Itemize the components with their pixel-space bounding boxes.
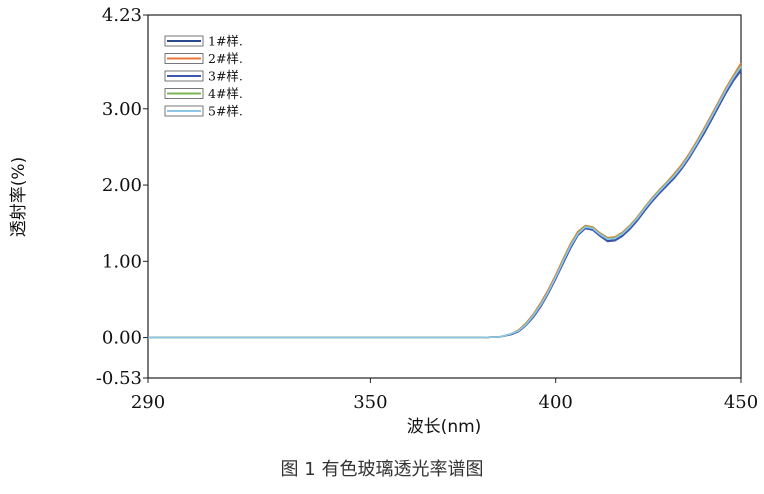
x-tick-label: 400 (539, 392, 573, 413)
legend-swatch-box (164, 53, 204, 64)
series-line-5 (148, 66, 742, 339)
y-tick-label: 2.00 (102, 175, 142, 196)
y-tick-label: 4.23 (102, 5, 142, 26)
legend-swatch-box (164, 70, 204, 82)
figure-caption: 图 1 有色玻璃透光率谱图 (280, 459, 484, 480)
legend-label: 2#样. (208, 51, 243, 66)
y-tick-label: 3.00 (102, 99, 142, 120)
x-tick-label: 290 (131, 392, 165, 413)
y-tick-label: -0.53 (96, 368, 142, 389)
y-axis-label: 透射率(%) (9, 157, 29, 237)
x-tick-label: 350 (353, 392, 387, 413)
legend-swatch-box (164, 88, 204, 99)
legend-swatch-box (164, 105, 204, 117)
series-layer (148, 62, 742, 339)
plot-frame (147, 14, 742, 379)
y-tick-label: 0.00 (102, 328, 142, 349)
legend-label: 1#样. (208, 34, 243, 49)
legend-swatch-box (164, 35, 204, 47)
x-axis-label: 波长(nm) (407, 417, 482, 437)
y-tick-label: 1.00 (102, 251, 142, 272)
legend-label: 5#样. (208, 104, 243, 119)
legend-label: 3#样. (208, 69, 243, 84)
x-tick-label: 450 (724, 392, 758, 413)
ticks-layer: 290 350 400 450 4.23 3.00 2.00 1.00 0.00 -0.53 (96, 5, 758, 413)
legend: 1#样. 2#样. 3#样. 4#样. 5#样. (164, 34, 243, 119)
legend-label: 4#样. (208, 86, 243, 101)
transmittance-chart: 290 350 400 450 4.23 3.00 2.00 1.00 0.00 -0.53 1#… (9, 5, 758, 437)
